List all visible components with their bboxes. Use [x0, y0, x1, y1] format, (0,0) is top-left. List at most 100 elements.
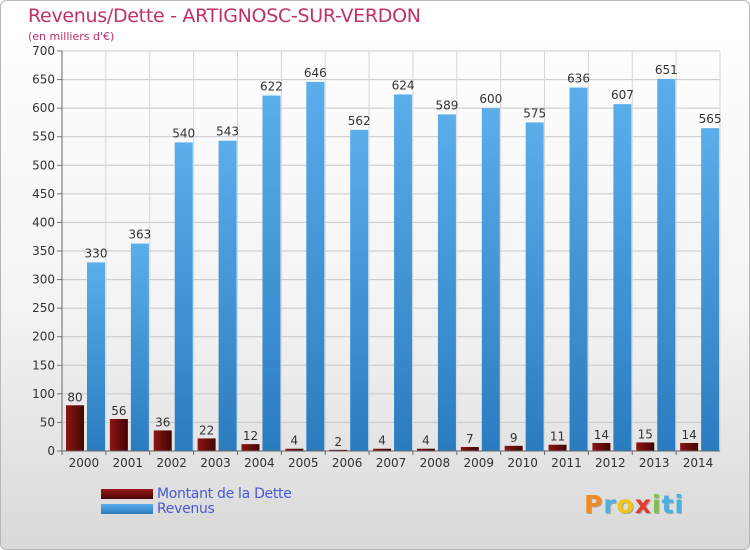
bar-revenus-2008: [437, 114, 456, 451]
data-label-revenus-2013: 651: [655, 63, 678, 77]
bar-dette-2012: [592, 443, 611, 451]
bar-revenus-2014: [701, 128, 720, 451]
bar-dette-2007: [373, 448, 392, 451]
legend-item-revenus: Revenus: [101, 501, 215, 517]
data-label-revenus-2001: 363: [128, 228, 151, 242]
bar-revenus-2011: [569, 87, 588, 452]
data-label-dette-2005: 4: [291, 434, 299, 448]
bar-revenus-2013: [657, 79, 676, 451]
y-tick-label: 0: [47, 444, 55, 458]
data-label-dette-2000: 80: [67, 390, 82, 404]
data-label-dette-2011: 11: [550, 430, 565, 444]
data-label-revenus-2010: 575: [523, 106, 546, 120]
bar-dette-2013: [636, 442, 655, 451]
x-tick-label-2007: 2007: [376, 456, 407, 470]
data-label-revenus-2007: 624: [392, 78, 415, 92]
logo-letter: t: [661, 490, 675, 519]
data-label-dette-2004: 12: [243, 429, 258, 443]
data-label-dette-2003: 22: [199, 423, 214, 437]
chart-subtitle: (en milliers d'€): [28, 30, 115, 43]
bar-revenus-2001: [130, 243, 149, 451]
data-label-revenus-2003: 543: [216, 125, 239, 139]
data-label-revenus-2002: 540: [172, 126, 195, 140]
x-tick-label-2006: 2006: [332, 456, 363, 470]
x-tick-label-2011: 2011: [551, 456, 582, 470]
bar-revenus-2005: [306, 81, 325, 451]
y-tick-label: 50: [40, 415, 55, 429]
data-label-revenus-2012: 607: [611, 88, 634, 102]
bar-dette-2014: [680, 443, 699, 451]
bar-dette-2005: [285, 448, 304, 451]
bar-revenus-2012: [613, 104, 632, 452]
proxiti-logo: Proxiti: [584, 490, 684, 519]
chart-title: Revenus/Dette - ARTIGNOSC-SUR-VERDON: [28, 5, 421, 27]
legend-label-revenus: Revenus: [157, 501, 215, 517]
bar-dette-2011: [548, 444, 567, 451]
bars: [66, 79, 720, 452]
x-tick-label-2009: 2009: [463, 456, 494, 470]
y-tick-label: 550: [32, 130, 55, 144]
legend-item-dette: Montant de la Dette: [101, 486, 292, 502]
grid-lines: [61, 50, 721, 452]
data-label-revenus-2005: 646: [304, 66, 327, 80]
data-label-dette-2001: 56: [111, 404, 126, 418]
y-tick-label: 150: [32, 358, 55, 372]
data-label-dette-2010: 9: [510, 431, 518, 445]
bar-revenus-2002: [174, 142, 193, 451]
y-tick-label: 200: [32, 330, 55, 344]
x-tick-label-2008: 2008: [420, 456, 451, 470]
bar-dette-2003: [197, 438, 216, 451]
y-tick-label: 600: [32, 101, 55, 115]
x-tick-label-2000: 2000: [69, 456, 100, 470]
x-tick-label-2004: 2004: [244, 456, 275, 470]
data-label-dette-2012: 14: [594, 428, 609, 442]
bar-revenus-2004: [262, 95, 281, 452]
y-tick-label: 650: [32, 73, 55, 87]
data-label-dette-2007: 4: [378, 434, 386, 448]
data-label-revenus-2006: 562: [348, 114, 371, 128]
y-tick-label: 100: [32, 387, 55, 401]
bar-dette-2001: [109, 419, 128, 451]
bar-revenus-2009: [481, 108, 500, 452]
bar-revenus-2007: [394, 94, 413, 451]
legend-swatch-revenus: [101, 504, 153, 514]
bar-dette-2000: [66, 405, 84, 451]
logo-letter: r: [603, 490, 617, 519]
bar-dette-2009: [460, 447, 479, 451]
bar-revenus-2003: [218, 140, 237, 451]
bar-revenus-2006: [350, 129, 369, 451]
bar-dette-2010: [504, 445, 523, 451]
x-tick-label-2014: 2014: [683, 456, 714, 470]
y-tick-label: 500: [32, 158, 55, 172]
data-label-revenus-2011: 636: [567, 72, 590, 86]
data-label-dette-2006: 2: [334, 435, 342, 449]
data-label-dette-2013: 15: [638, 427, 653, 441]
x-tick-label-2003: 2003: [200, 456, 231, 470]
data-label-dette-2009: 7: [466, 432, 474, 446]
data-label-revenus-2008: 589: [435, 98, 458, 112]
x-tick-label-2010: 2010: [507, 456, 538, 470]
data-label-dette-2014: 14: [681, 428, 696, 442]
logo-letter: P: [584, 490, 604, 519]
data-label-dette-2002: 36: [155, 415, 170, 429]
legend-label-dette: Montant de la Dette: [157, 486, 292, 502]
logo-letter: o: [616, 490, 635, 519]
logo-letter: i: [674, 490, 685, 519]
x-tick-label-2002: 2002: [156, 456, 187, 470]
data-label-revenus-2009: 600: [479, 92, 502, 106]
axes: 0 50 100 150 200 250 300 350 400 450 500 550 600 650 7…: [32, 44, 720, 470]
logo-letter: i: [652, 490, 662, 519]
bar-revenus-2010: [525, 122, 544, 451]
x-tick-label-2001: 2001: [113, 456, 144, 470]
data-label-revenus-2014: 565: [699, 112, 722, 126]
data-label-revenus-2004: 622: [260, 80, 283, 94]
bar-dette-2008: [416, 448, 435, 451]
x-tick-label-2012: 2012: [595, 456, 626, 470]
logo-letter: x: [634, 490, 652, 519]
y-tick-label: 250: [32, 301, 55, 315]
bar-dette-2004: [241, 444, 260, 451]
data-labels: 80 330 56 363 36 540 22 543 12 622 4 646 2 562 4 624 4 58…: [67, 63, 721, 449]
legend-swatch-dette: [101, 489, 153, 499]
